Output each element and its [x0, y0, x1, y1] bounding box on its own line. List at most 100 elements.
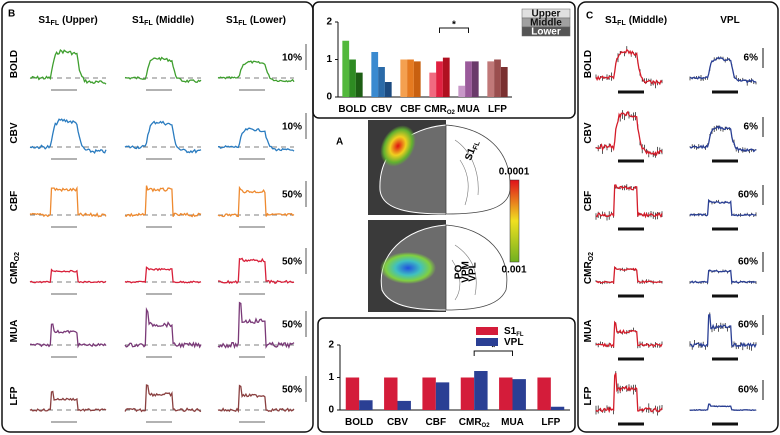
panel-b-box	[1, 1, 314, 433]
trace	[595, 184, 663, 219]
trace	[595, 265, 663, 285]
bar	[436, 61, 443, 97]
bar	[397, 400, 411, 410]
x-tick-label: MUA	[457, 104, 480, 115]
x-tick-sub: O2	[482, 423, 491, 429]
trace	[29, 49, 107, 85]
column-header-sub: FL	[51, 20, 60, 27]
row-label-main: CBV	[583, 122, 594, 143]
trace	[124, 384, 202, 413]
row-label: BOLD	[583, 50, 594, 78]
scale-label: 6%	[744, 122, 759, 133]
trace	[217, 301, 295, 350]
row-label: CMRO2	[583, 252, 595, 284]
bar	[465, 61, 472, 97]
nucleus-label: VPL	[468, 262, 479, 281]
bar	[500, 67, 508, 97]
x-tick-label: LFP	[541, 417, 560, 428]
x-tick-main: BOLD	[345, 417, 373, 428]
legend-sub: FL	[516, 332, 524, 338]
x-tick-label: CBF	[400, 104, 421, 115]
bar	[422, 377, 436, 410]
trace	[595, 372, 663, 414]
row-label: CBV	[583, 122, 594, 143]
trace-error	[595, 110, 663, 158]
bar	[371, 52, 379, 97]
region-label: S1FL	[463, 138, 482, 162]
bar	[349, 59, 356, 97]
colorbar-label: 0.0001	[499, 167, 530, 178]
x-tick-label: CBV	[387, 417, 408, 428]
x-tick-label: CBF	[426, 417, 447, 428]
significance-bracket	[473, 350, 513, 356]
row-label: CBF	[9, 191, 20, 212]
nucleus-label: PO	[454, 265, 465, 280]
column-header: S1FL (Middle)	[132, 15, 194, 27]
bar	[474, 371, 488, 410]
row-label: CBF	[583, 191, 594, 212]
brain-images	[368, 120, 520, 312]
scale-label: 50%	[282, 320, 302, 331]
x-tick-main: LFP	[541, 417, 560, 428]
colorbar-label: 0.001	[501, 265, 526, 276]
trace	[124, 120, 202, 154]
scale-label: 10%	[282, 53, 302, 64]
bar	[378, 67, 385, 97]
bar-chart-1-box	[312, 1, 576, 119]
y-tick-label: 0	[328, 405, 334, 416]
column-header: S1FL (Middle)	[605, 15, 667, 27]
trace	[29, 390, 107, 412]
bar	[345, 377, 360, 410]
bar-chart-2-box	[317, 317, 576, 433]
column-header-main: S1	[605, 15, 618, 26]
trace	[124, 56, 202, 84]
column-header-sub: FL	[144, 20, 153, 27]
legend-label: Middle	[530, 18, 562, 29]
x-tick-label: LFP	[488, 104, 507, 115]
panel-label: A	[336, 137, 343, 148]
x-tick-main: CBF	[400, 104, 421, 115]
row-label-main: CMR	[9, 261, 20, 285]
y-tick-label: 1	[326, 54, 332, 65]
trace	[29, 118, 107, 155]
trace	[689, 125, 757, 153]
bar	[460, 377, 475, 410]
row-label-main: BOLD	[583, 50, 594, 78]
scale-label: 50%	[282, 190, 302, 201]
column-header: S1FL (Lower)	[226, 15, 286, 27]
x-tick-label: BOLD	[338, 104, 366, 115]
scale-label: 60%	[738, 190, 758, 201]
bar	[442, 57, 450, 97]
row-label-main: CBF	[583, 191, 594, 212]
scale-label: 60%	[738, 257, 758, 268]
scale-label: 60%	[738, 320, 758, 331]
column-header-suffix: (Middle)	[629, 15, 667, 26]
column-header-main: S1	[226, 15, 239, 26]
bar	[537, 377, 551, 410]
scale-label: 50%	[282, 257, 302, 268]
row-label-main: CBF	[9, 191, 20, 212]
scale-label: 6%	[744, 53, 759, 64]
row-label: LFP	[9, 386, 20, 405]
row-label: BOLD	[9, 50, 20, 78]
x-tick-label: CMRO2	[459, 417, 490, 429]
panel-label: C	[586, 11, 593, 22]
x-tick-main: MUA	[501, 417, 524, 428]
legend-main: VPL	[504, 337, 523, 348]
trace	[218, 257, 295, 285]
row-label-main: CMR	[583, 261, 594, 285]
y-tick-label: 2	[326, 17, 332, 28]
significance-bracket	[439, 27, 469, 33]
bar	[494, 59, 501, 97]
bar	[400, 59, 408, 97]
panel-label: B	[8, 9, 15, 20]
row-label: CBV	[9, 122, 20, 143]
column-header-main: S1	[38, 15, 51, 26]
trace	[689, 56, 757, 84]
trace	[218, 127, 295, 152]
bar	[458, 85, 466, 97]
scale-label: 60%	[738, 385, 758, 396]
bar	[487, 61, 495, 97]
row-label-main: MUA	[583, 320, 594, 343]
